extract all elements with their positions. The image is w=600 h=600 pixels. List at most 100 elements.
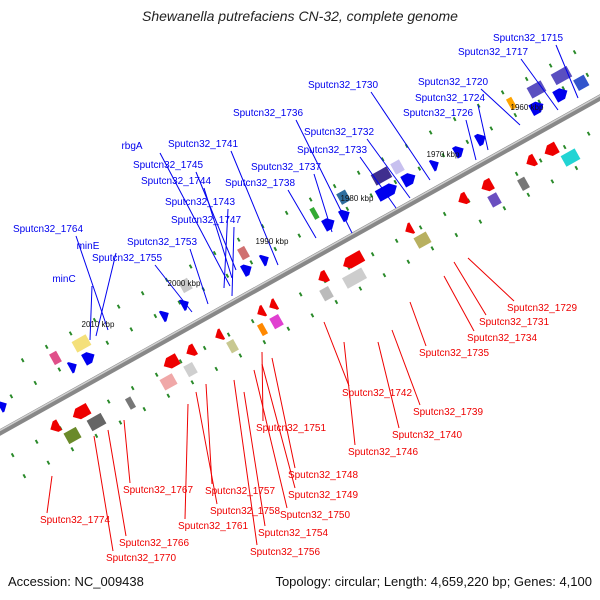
leader-line [46, 475, 53, 514]
leader-line [189, 248, 209, 305]
tick-dot [574, 165, 579, 171]
leader-line [480, 88, 521, 126]
gene-label-reverse: Sputcn32_1729 [507, 303, 578, 314]
tick-dot [394, 238, 399, 244]
backbone-layer [0, 94, 600, 436]
gene-label-reverse: Sputcn32_1757 [205, 486, 276, 497]
gene-label-reverse: Sputcn32_1748 [288, 470, 359, 481]
tick-dot [142, 406, 147, 412]
leader-line-layer [46, 44, 579, 552]
tick-dot [585, 72, 590, 78]
tick-dot [94, 433, 99, 439]
gene-box [178, 277, 193, 294]
gene-box [256, 322, 269, 337]
gene-label-reverse: Sputcn32_1754 [258, 528, 329, 539]
gene-box [49, 350, 62, 366]
tick-dot [358, 286, 363, 291]
tick-dot [308, 197, 313, 202]
tick-dot [548, 63, 553, 68]
tick-dot [178, 359, 183, 364]
tick-dot [226, 332, 231, 337]
gene-label-reverse: Sputcn32_1746 [348, 447, 419, 458]
tick-dot [70, 447, 75, 452]
kbp-mark: 2010 kbp [82, 320, 115, 329]
gene-label-reverse: Sputcn32_1731 [479, 317, 550, 328]
backbone-axis [0, 94, 600, 436]
tick-dot [380, 157, 385, 162]
tick-dot [130, 385, 135, 391]
leader-line [243, 391, 266, 527]
tick-dot [10, 452, 15, 458]
gene-box [159, 373, 178, 391]
gene-label-forward: Sputcn32_1755 [92, 253, 163, 264]
leader-line [366, 138, 411, 199]
gene-label-reverse: Sputcn32_1770 [106, 553, 177, 564]
tick-dot [500, 90, 505, 95]
tick-dot [524, 76, 529, 82]
gene-arrow [257, 304, 268, 317]
gene-arrow [428, 160, 439, 172]
gene-label-forward: rbgA [121, 141, 142, 152]
gene-label-forward: Sputcn32_1737 [251, 162, 322, 173]
leader-line [323, 321, 350, 387]
kbp-mark: 1990 kbp [256, 237, 289, 246]
tick-dot [20, 357, 25, 363]
gene-label-forward: Sputcn32_1738 [225, 178, 296, 189]
gene-arrow [451, 146, 464, 159]
leader-line [313, 173, 333, 233]
tick-dot [22, 473, 27, 479]
kbp-mark-layer: 1960 kbp 1970 kbp 1980 kbp 1990 kbp 2000 kbp… [82, 103, 544, 329]
leader-line [154, 264, 193, 313]
tick-dot [166, 393, 171, 398]
gene-arrow [81, 352, 95, 366]
gene-arrow [552, 88, 568, 103]
tick-dot [105, 340, 110, 345]
gene-arrow [400, 173, 416, 188]
tick-dot [478, 219, 483, 224]
tick-dot [262, 339, 267, 345]
tick-dot [538, 158, 543, 163]
tick-dot [106, 399, 111, 404]
gene-label-forward: Sputcn32_1747 [171, 215, 242, 226]
leader-line [159, 152, 231, 287]
gene-label-forward: Sputcn32_1724 [415, 93, 486, 104]
gene-box [370, 166, 393, 186]
tick-dot [310, 313, 315, 318]
tick-dot [454, 232, 459, 238]
gene-arrow [374, 183, 397, 202]
tick-dot [356, 170, 361, 175]
gene-label-forward: Sputcn32_1717 [458, 47, 529, 58]
tick-dot [526, 192, 531, 198]
leader-line [184, 403, 189, 520]
gene-box [487, 192, 502, 208]
leader-line [205, 383, 213, 485]
tick-dot [393, 179, 398, 185]
tick-dot [514, 171, 519, 177]
gene-arrow [186, 343, 199, 356]
leader-line [203, 187, 233, 279]
gene-arrow [528, 101, 544, 117]
gene-arrow [544, 141, 560, 157]
tick-dot [116, 304, 121, 309]
gene-label-forward: minC [52, 274, 75, 285]
gene-arrow [473, 133, 486, 147]
tick-dot [140, 291, 145, 296]
tick-dot [129, 327, 134, 332]
tick-dot [68, 331, 73, 336]
tick-dot [236, 237, 241, 242]
leader-line [391, 329, 421, 406]
leader-line [287, 189, 317, 239]
tick-dot [57, 367, 62, 372]
gene-arrow [0, 401, 7, 413]
kbp-mark: 1960 kbp [511, 103, 544, 112]
gene-arrow [178, 299, 189, 312]
leader-line [555, 44, 579, 99]
gene-label-forward: Sputcn32_1764 [13, 224, 84, 235]
gene-box [560, 148, 581, 167]
gene-label-forward: Sputcn32_1732 [304, 127, 375, 138]
gene-arrow [481, 177, 495, 192]
leader-line [271, 357, 296, 469]
tick-dot [382, 272, 387, 278]
gene-label-reverse: Sputcn32_1734 [467, 333, 538, 344]
